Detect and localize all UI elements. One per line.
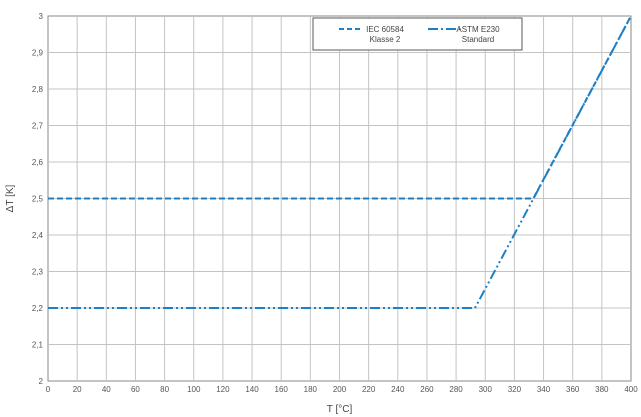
legend-label-iec-line2: Klasse 2 [370,35,401,44]
x-tick-label: 360 [566,385,580,394]
y-axis-title: ΔT [K] [5,184,16,212]
legend-label-iec-line1: IEC 60584 [366,25,404,34]
x-tick-label: 100 [187,385,201,394]
x-tick-label: 240 [391,385,405,394]
x-tick-label: 20 [73,385,82,394]
series-line-astm-e230 [48,15,632,309]
x-tick-label: 340 [537,385,551,394]
y-tick-label: 2,2 [32,304,44,313]
y-tick-label: 2,8 [32,85,44,94]
x-tick-label: 180 [304,385,318,394]
x-tick-label: 120 [216,385,230,394]
y-tick-label: 2,1 [32,341,44,350]
x-axis-title: T [°C] [327,404,353,415]
y-tick-label: 2,7 [32,122,44,131]
x-tick-label: 40 [102,385,111,394]
x-tick-label: 80 [160,385,169,394]
legend-box [312,17,523,51]
y-tick-label: 2,5 [32,195,44,204]
series-layer [48,15,632,309]
y-tick-label: 2,4 [32,231,44,240]
y-tick-label: 3 [39,12,44,21]
x-axis-ticks: 0 20 40 60 80 100 120 140 160 180 200 220 240 260 280 3… [46,385,638,394]
legend-label-astm-line1: ASTM E230 [456,25,500,34]
x-tick-label: 140 [245,385,259,394]
y-tick-label: 2,6 [32,158,44,167]
x-tick-label: 160 [275,385,289,394]
legend: IEC 60584 Klasse 2 ASTM E230 Standard [312,17,523,51]
x-tick-label: 320 [508,385,522,394]
x-tick-label: 60 [131,385,140,394]
x-tick-label: 260 [420,385,434,394]
x-tick-label: 380 [595,385,609,394]
x-tick-label: 0 [46,385,51,394]
y-tick-label: 2,9 [32,49,44,58]
x-tick-label: 280 [449,385,463,394]
x-tick-label: 300 [479,385,493,394]
y-axis-ticks: 2 2,1 2,2 2,3 2,4 2,5 2,6 2,7 2,8 2,9 3 [32,12,44,386]
y-tick-label: 2 [39,377,44,386]
x-tick-label: 400 [624,385,638,394]
x-tick-label: 220 [362,385,376,394]
y-tick-label: 2,3 [32,268,44,277]
legend-label-astm-line2: Standard [462,35,494,44]
x-tick-label: 200 [333,385,347,394]
series-line-iec-60584 [48,15,632,200]
